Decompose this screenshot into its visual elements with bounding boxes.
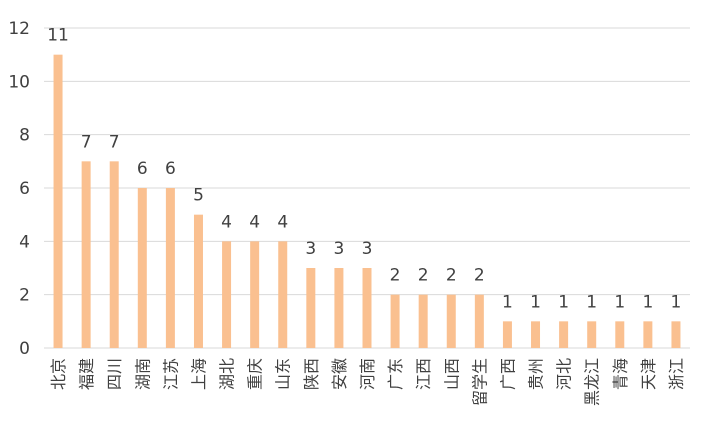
category-label-江西: 江西 (414, 358, 433, 390)
value-label-河南: 3 (362, 239, 373, 259)
bar-天津 (643, 321, 653, 348)
category-label-江苏: 江苏 (161, 358, 180, 390)
value-label-安徽: 3 (333, 239, 344, 259)
category-label-重庆: 重庆 (246, 358, 265, 390)
bar-上海 (193, 214, 203, 348)
value-label-湖南: 6 (137, 159, 148, 179)
value-label-江苏: 6 (165, 159, 176, 179)
bar-安徽 (334, 268, 344, 348)
category-label-贵州: 贵州 (527, 358, 546, 390)
value-label-江西: 2 (418, 266, 429, 286)
value-label-湖北: 4 (221, 212, 232, 232)
category-label-天津: 天津 (639, 358, 658, 390)
value-label-福建: 7 (81, 132, 92, 152)
category-label-浙江: 浙江 (667, 358, 686, 390)
bar-贵州 (531, 321, 541, 348)
value-label-河北: 1 (558, 292, 569, 312)
value-labels: 117 76 654 4 43 3 32 2 2 21 1 1 1 1 1 1 (47, 26, 681, 313)
value-label-四川: 7 (109, 132, 120, 152)
bar-陕西 (306, 268, 316, 348)
x-axis: 北京 福建 四川 湖南 江苏 上海 湖北 重庆 山东 陕西 安徽 河南 广东 江西 山西 留学生 广西 贵州 河北黑… (49, 358, 686, 406)
value-label-广西: 1 (502, 292, 513, 312)
value-label-贵州: 1 (530, 292, 541, 312)
bar-广东 (390, 294, 400, 348)
category-label-留学生: 留学生 (470, 358, 489, 406)
bars (53, 54, 681, 349)
value-label-广东: 2 (390, 266, 401, 286)
category-label-黑龙江: 黑龙江 (583, 358, 602, 406)
value-label-浙江: 1 (671, 292, 682, 312)
category-label-陕西: 陕西 (302, 358, 321, 390)
y-tick-label: 6 (19, 179, 30, 199)
y-tick-label: 8 (19, 126, 30, 146)
category-label-山西: 山西 (442, 358, 461, 390)
category-label-湖北: 湖北 (218, 358, 237, 390)
bar-湖南 (137, 188, 147, 348)
bar-河北 (559, 321, 569, 348)
category-label-广东: 广东 (386, 358, 405, 390)
value-label-上海: 5 (193, 186, 204, 206)
y-tick-label: 10 (8, 72, 30, 92)
category-label-北京: 北京 (49, 358, 68, 390)
bar-湖北 (222, 241, 232, 348)
y-tick-label: 2 (19, 286, 30, 306)
value-label-陕西: 3 (305, 239, 316, 259)
bar-福建 (81, 161, 91, 348)
bar-青海 (615, 321, 625, 348)
value-label-山东: 4 (277, 212, 288, 232)
category-label-湖南: 湖南 (133, 358, 152, 390)
bar-北京 (53, 54, 63, 349)
value-label-重庆: 4 (249, 212, 260, 232)
y-tick-label: 4 (19, 232, 30, 252)
bar-四川 (109, 161, 119, 348)
bar-河南 (362, 268, 372, 348)
category-label-安徽: 安徽 (330, 358, 349, 390)
category-label-青海: 青海 (611, 358, 630, 390)
bar-广西 (502, 321, 512, 348)
category-label-广西: 广西 (498, 358, 517, 390)
grid-lines (44, 27, 690, 349)
value-label-北京: 11 (47, 26, 69, 46)
bar-山西 (446, 294, 456, 348)
bar-江西 (418, 294, 428, 348)
category-label-河南: 河南 (358, 358, 377, 390)
y-axis: 0 2 4 6 8 10 12 (8, 19, 30, 359)
value-label-留学生: 2 (474, 266, 485, 286)
bar-重庆 (250, 241, 260, 348)
bar-山东 (278, 241, 288, 348)
category-label-四川: 四川 (105, 358, 124, 390)
value-label-天津: 1 (642, 292, 653, 312)
category-label-福建: 福建 (77, 358, 96, 390)
bar-浙江 (671, 321, 681, 348)
y-tick-label: 0 (19, 339, 30, 359)
bar-黑龙江 (587, 321, 597, 348)
value-label-黑龙江: 1 (586, 292, 597, 312)
category-label-上海: 上海 (189, 358, 208, 390)
bar-江苏 (165, 188, 175, 348)
category-label-山东: 山东 (274, 358, 293, 390)
value-label-山西: 2 (446, 266, 457, 286)
y-tick-label: 12 (8, 19, 30, 39)
value-label-青海: 1 (614, 292, 625, 312)
category-label-河北: 河北 (555, 358, 574, 390)
bar-留学生 (474, 294, 484, 348)
